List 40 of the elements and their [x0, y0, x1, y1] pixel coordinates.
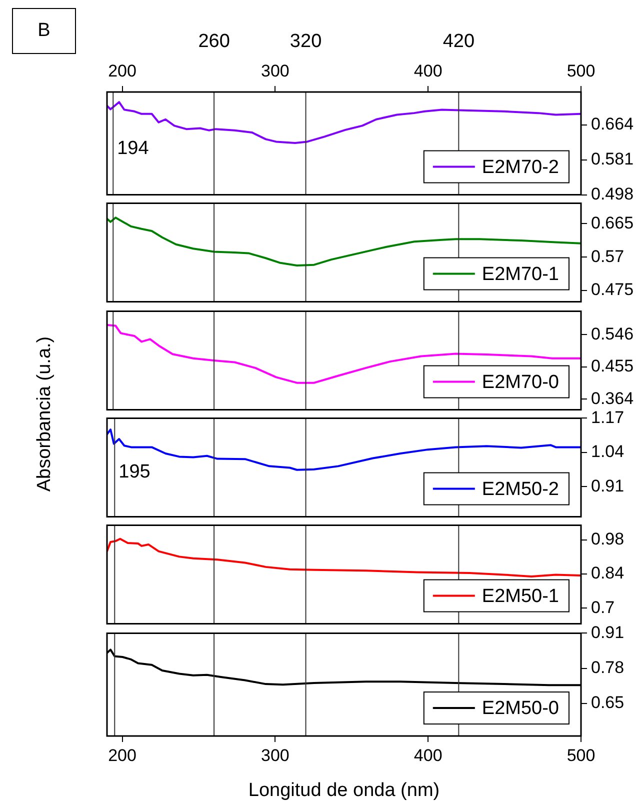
y-tick-label: 0.98 [591, 530, 624, 549]
y-tick-label: 0.498 [591, 184, 634, 204]
y-tick-label: 0.546 [591, 324, 634, 343]
y-tick-label: 1.17 [591, 408, 624, 427]
y-tick-label: 0.475 [591, 280, 634, 300]
y-tick-label: 0.665 [591, 214, 634, 233]
x-tick-label: 200 [108, 746, 136, 765]
x2-tick-label: 200 [108, 61, 136, 80]
ref-line-label: 195 [118, 462, 150, 483]
x2-tick-label: 400 [414, 61, 442, 80]
x-tick-label: 300 [261, 746, 290, 765]
y-tick-label: 0.84 [591, 564, 624, 584]
y-axis-title: Absorbancia (u.a.) [34, 336, 56, 492]
y-tick-label: 0.364 [591, 388, 634, 408]
legend-label: E2M50-0 [482, 698, 560, 719]
ref-line-label: 194 [117, 138, 150, 159]
y-tick-label: 0.455 [591, 356, 634, 376]
y-tick-label: 0.91 [591, 476, 624, 496]
ref-line-label: 260 [198, 31, 230, 52]
x2-tick-label: 500 [566, 61, 596, 80]
y-tick-label: 0.78 [591, 658, 624, 677]
legend-label: E2M70-0 [482, 372, 560, 393]
ref-line-label: 320 [290, 31, 322, 52]
y-tick-label: 0.91 [591, 622, 624, 642]
text: B [12, 8, 76, 54]
y-tick-label: 1.04 [591, 442, 624, 462]
legend-label: E2M50-2 [482, 479, 560, 500]
legend-label: E2M70-2 [482, 157, 560, 178]
legend-label: E2M50-1 [482, 586, 560, 608]
x-tick-label: 500 [566, 746, 596, 765]
legend-label: E2M70-1 [482, 264, 560, 286]
ref-line-label: 420 [442, 31, 475, 52]
y-tick-label: 0.57 [591, 247, 624, 266]
y-tick-label: 0.7 [591, 598, 615, 618]
y-tick-label: 0.664 [591, 114, 634, 134]
x-tick-label: 400 [414, 746, 442, 765]
x2-tick-label: 300 [261, 61, 290, 80]
y-tick-label: 0.65 [591, 692, 624, 712]
x-axis-title: Longitud de onda (nm) [248, 779, 440, 800]
y-tick-label: 0.581 [591, 150, 634, 169]
